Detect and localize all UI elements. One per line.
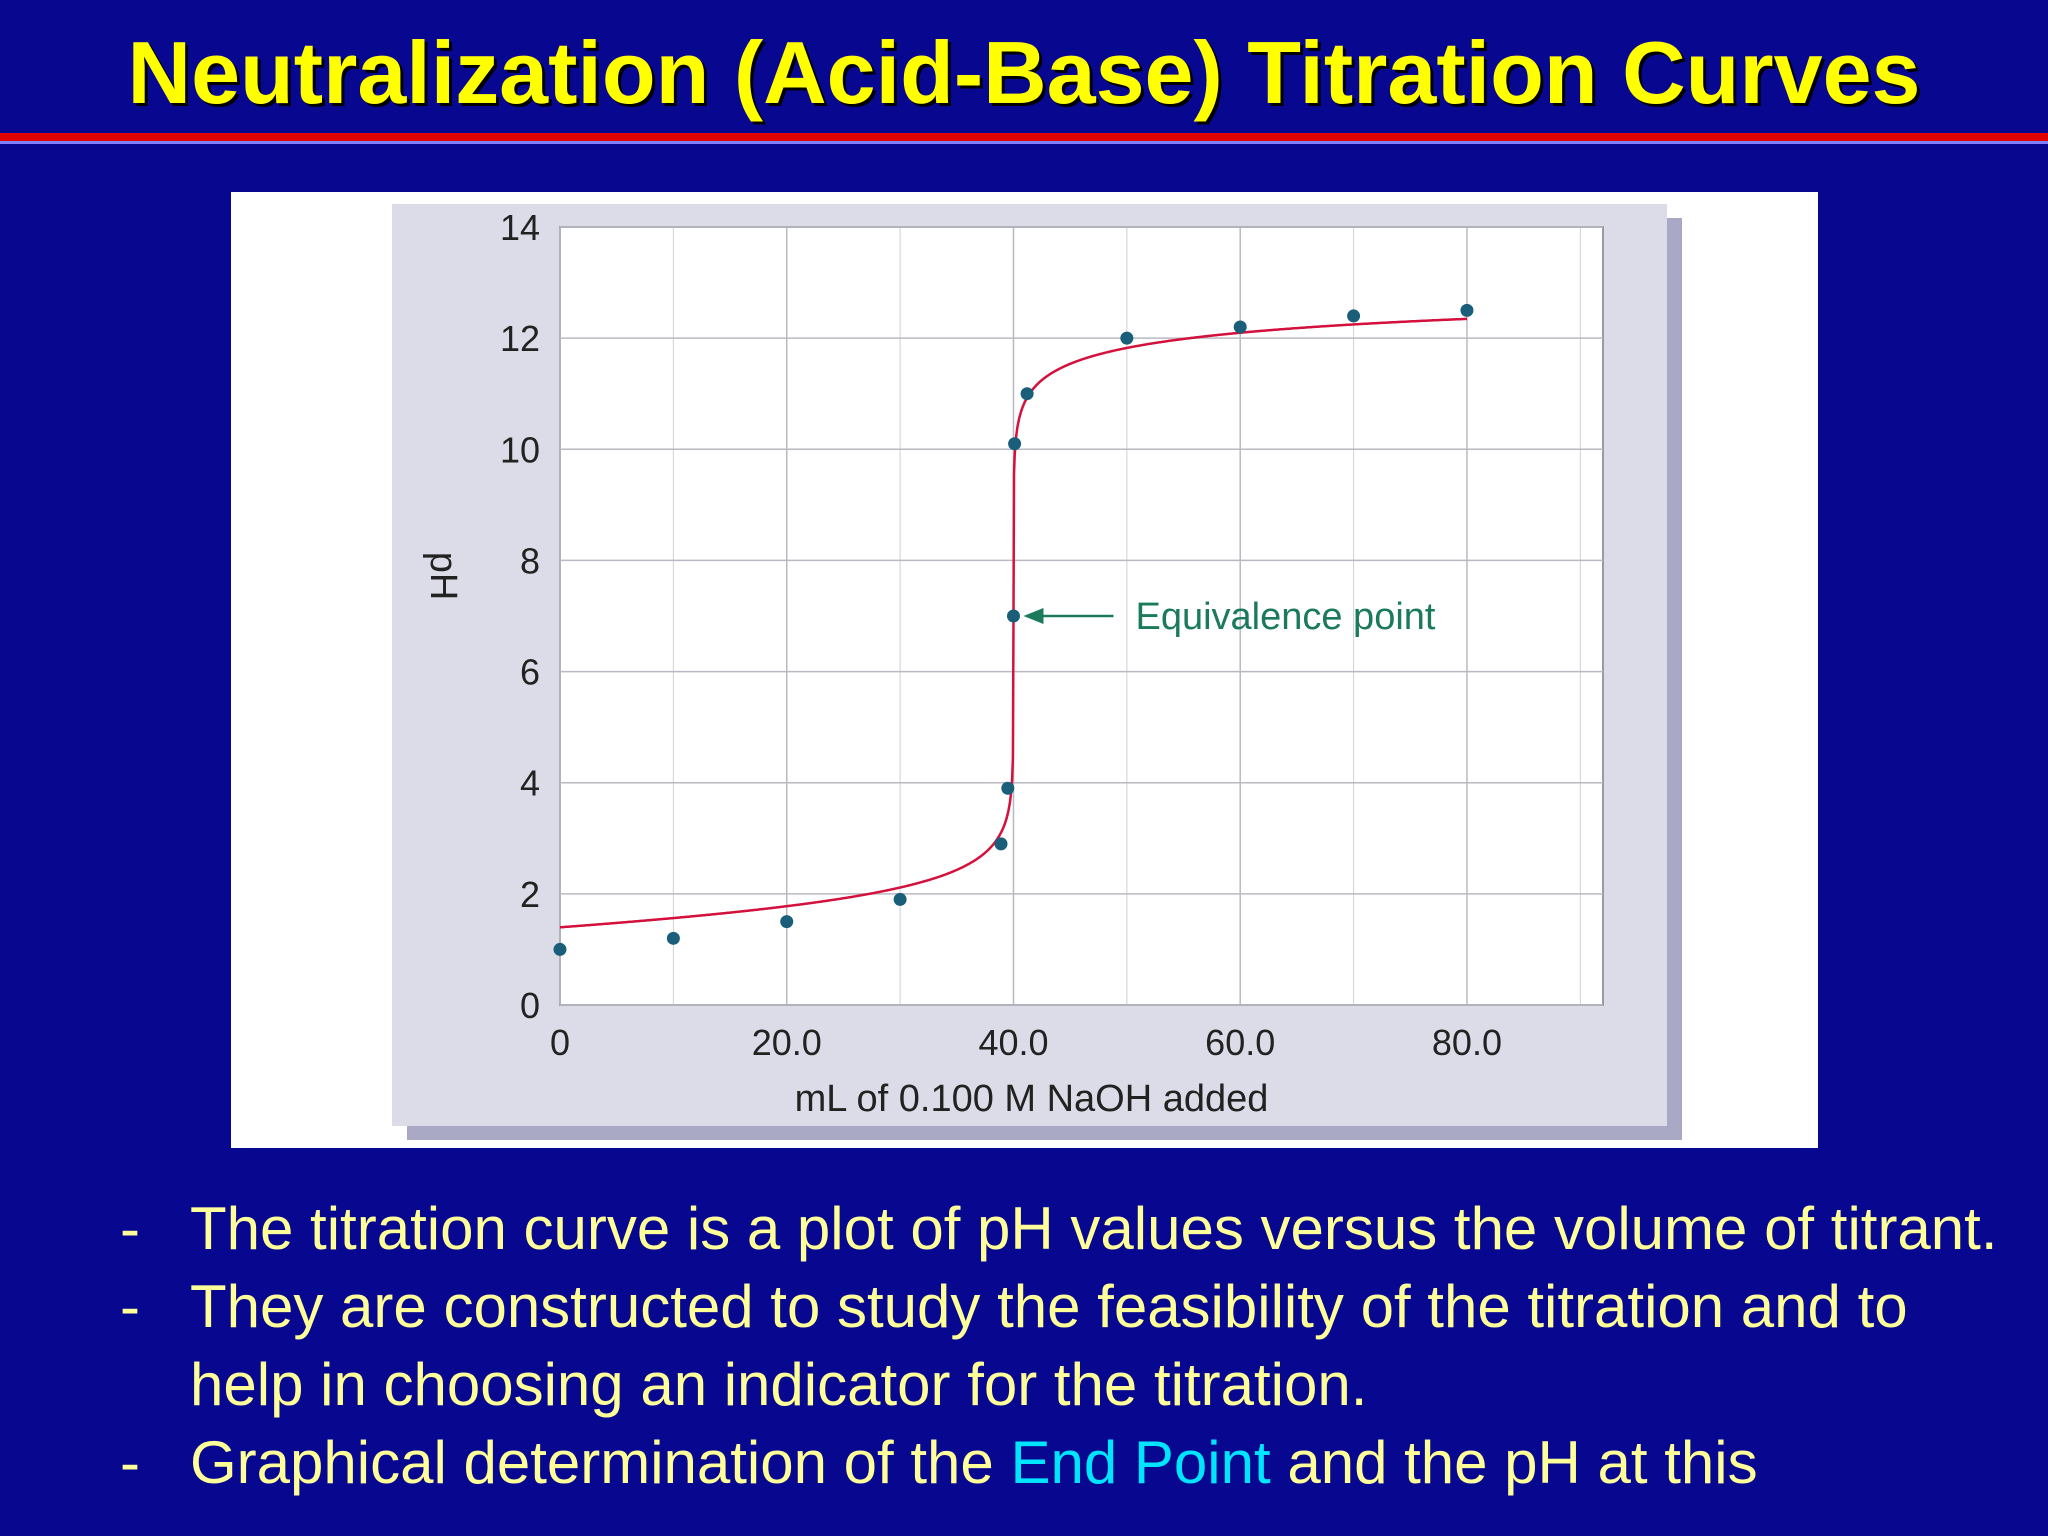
x-axis-label: mL of 0.100 M NaOH added	[795, 1078, 1269, 1120]
titration-chart-figure: 0 2 4 6 8 10 12 14 0 20.0 40.0 60.0 80.0 mL of 0.100 …	[231, 192, 1818, 1148]
data-point	[666, 931, 680, 945]
bullet-item: - Graphical determination of the End Poi…	[120, 1424, 2020, 1502]
data-point	[893, 892, 907, 906]
x-tick-label: 0	[550, 1022, 570, 1063]
bullet-list: - The titration curve is a plot of pH va…	[120, 1190, 2020, 1502]
x-tick-label: 40.0	[978, 1022, 1048, 1063]
bullet-text-start: Graphical determination of the	[190, 1429, 1011, 1496]
titration-chart: 0 2 4 6 8 10 12 14 0 20.0 40.0 60.0 80.0 mL of 0.100 …	[392, 204, 1682, 1140]
bullet-text: They are constructed to study the feasib…	[190, 1273, 1908, 1418]
y-tick-label: 12	[500, 318, 540, 359]
annotation-arrowhead	[1023, 608, 1044, 624]
data-point	[1120, 331, 1134, 345]
y-tick-label: 14	[500, 207, 540, 248]
y-tick-label: 8	[520, 540, 540, 581]
data-point	[1006, 609, 1020, 623]
data-point	[780, 915, 794, 929]
y-tick-label: 10	[500, 429, 540, 470]
bullet-dash: -	[120, 1195, 140, 1262]
bullet-text: The titration curve is a plot of pH valu…	[190, 1195, 1998, 1262]
data-point	[1001, 781, 1015, 795]
data-point	[1460, 303, 1474, 317]
bullet-dash: -	[120, 1429, 140, 1496]
bullet-item: - The titration curve is a plot of pH va…	[120, 1190, 2020, 1268]
bullet-dash: -	[120, 1273, 140, 1340]
y-tick-label: 0	[520, 985, 540, 1026]
data-point	[1020, 387, 1034, 401]
x-tick-label: 80.0	[1432, 1022, 1502, 1063]
bullet-item: - They are constructed to study the feas…	[120, 1268, 2020, 1424]
data-point	[1347, 309, 1361, 323]
x-tick-label: 20.0	[752, 1022, 822, 1063]
y-tick-label: 4	[520, 763, 540, 804]
x-tick-label: 60.0	[1205, 1022, 1275, 1063]
y-axis-label: pH	[422, 552, 464, 601]
data-point	[994, 837, 1008, 851]
title-divider	[0, 133, 2048, 144]
y-tick-label: 6	[520, 652, 540, 693]
data-point	[1233, 320, 1247, 334]
data-point	[553, 942, 567, 956]
end-point-highlight: End Point	[1010, 1429, 1271, 1496]
bullet-text-end: and the pH at this	[1270, 1429, 1758, 1496]
annotation-label: Equivalence point	[1135, 596, 1435, 638]
data-point	[1008, 437, 1022, 451]
slide-title: Neutralization (Acid-Base) Titration Cur…	[127, 23, 1921, 122]
y-tick-label: 2	[520, 874, 540, 915]
